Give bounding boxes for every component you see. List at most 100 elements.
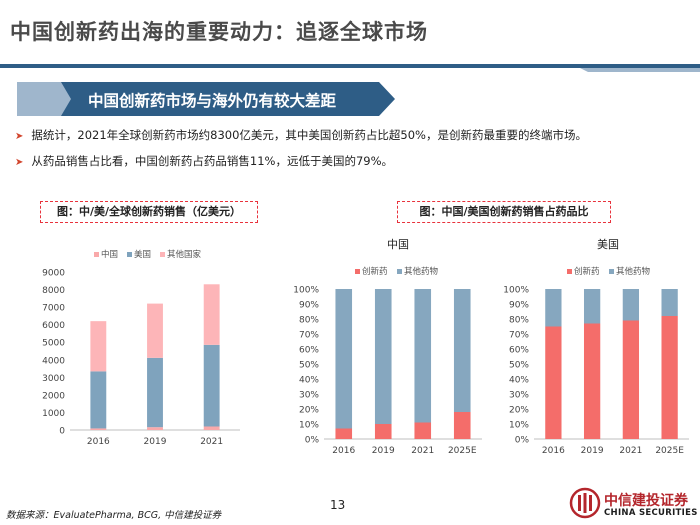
bar-其他国家-2021 (203, 284, 220, 345)
y-tick-label: 6000 (42, 321, 65, 331)
bar-其他药物-2025E (661, 289, 678, 316)
y-tick-label: 30% (299, 391, 319, 401)
bar-其他药物-2025E (453, 289, 471, 412)
bar-其他药物-2016 (335, 289, 353, 429)
bullet-2: ➤ 从药品销售占比看，中国创新药占药品销售11%，远低于美国的79%。 (15, 153, 393, 169)
section-banner-text: 中国创新药市场与海外仍有较大差距 (88, 92, 337, 110)
legend-swatch-中国 (94, 252, 99, 257)
y-tick-label: 20% (509, 406, 529, 416)
y-tick-label: 40% (509, 376, 529, 386)
y-tick-label: 100% (503, 286, 529, 296)
bar-美国-2019 (147, 357, 163, 428)
bar-美国-2021 (203, 344, 220, 427)
bullet-1: ➤ 据统计，2021年全球创新药市场约8300亿美元，其中美国创新药占比超50%，… (15, 127, 587, 143)
legend-swatch-其他国家 (160, 252, 165, 257)
y-tick-label: 50% (509, 361, 529, 371)
header-rule (0, 64, 700, 68)
y-tick-label: 80% (299, 316, 319, 326)
bar-中国-2019 (147, 427, 163, 430)
page-title: 中国创新药出海的重要动力：追逐全球市场 (10, 20, 428, 44)
y-tick-label: 100% (293, 286, 319, 296)
bar-创新药-2019 (583, 323, 601, 439)
arrow-bullet-icon: ➤ (15, 157, 24, 168)
legend-label-其他药物: 其他药物 (404, 266, 439, 277)
global-sales-chart: 0 1000 2000 3000 4000 5000 6000 7000 8000 9000 201… (42, 249, 240, 447)
x-tick-label: 2019 (372, 446, 395, 456)
bar-创新药-2016 (545, 326, 562, 439)
x-tick-label: 2016 (332, 446, 355, 456)
y-tick-label: 4000 (42, 356, 65, 366)
y-tick-label: 7000 (42, 304, 65, 314)
y-tick-label: 50% (299, 361, 319, 371)
bar-创新药-2021 (414, 422, 432, 439)
bar-创新药-2019 (374, 424, 392, 439)
bar-创新药-2025E (661, 316, 678, 439)
y-tick-label: 8000 (42, 286, 65, 296)
bar-其他药物-2021 (622, 289, 640, 321)
bar-创新药-2016 (335, 428, 353, 439)
bar-中国-2021 (203, 426, 220, 430)
data-source: 数据来源：EvaluatePharma, BCG, 中信建投证券 (6, 510, 222, 521)
y-tick-label: 1000 (42, 409, 65, 419)
section-banner (17, 82, 395, 116)
y-tick-label: 40% (299, 376, 319, 386)
legend-label-其他国家: 其他国家 (167, 249, 202, 260)
china-share-chart: 0% 10% 20% 30% 40% 50% 60% 70% 80% 90% 100% 2016 201… (293, 266, 482, 456)
y-tick-label: 70% (299, 331, 319, 341)
x-tick-label: 2019 (581, 446, 604, 456)
y-tick-label: 5000 (42, 339, 65, 349)
company-logo-icon (569, 487, 601, 519)
bar-其他药物-2021 (414, 289, 432, 423)
y-tick-label: 2000 (42, 391, 65, 401)
legend-label-中国: 中国 (101, 249, 118, 260)
y-tick-label: 0% (305, 436, 320, 446)
x-tick-label: 2016 (87, 437, 110, 447)
bar-其他国家-2016 (90, 321, 107, 372)
y-tick-label: 10% (299, 421, 319, 431)
x-tick-label: 2021 (411, 446, 434, 456)
legend-swatch-其他药物 (397, 269, 402, 274)
china-chart-title: 中国 (387, 238, 409, 251)
bullet-2-text: 从药品销售占比看，中国创新药占药品销售11%，远低于美国的79%。 (31, 154, 394, 168)
bar-美国-2016 (90, 371, 107, 429)
company-logo-en: CHINA SECURITIES (604, 508, 698, 518)
page-number: 13 (330, 498, 346, 512)
bullet-1-text: 据统计，2021年全球创新药市场约8300亿美元，其中美国创新药占比超50%，是… (31, 128, 587, 142)
x-tick-label: 2025E (448, 446, 477, 456)
x-tick-label: 2021 (619, 446, 642, 456)
x-tick-label: 2021 (200, 437, 223, 447)
y-tick-label: 0% (515, 436, 530, 446)
us-chart-title: 美国 (597, 238, 619, 251)
y-tick-label: 30% (509, 391, 529, 401)
bar-中国-2016 (90, 428, 107, 430)
y-tick-label: 3000 (42, 374, 65, 384)
y-tick-label: 60% (299, 346, 319, 356)
legend-label-美国: 美国 (134, 249, 151, 260)
y-tick-label: 60% (509, 346, 529, 356)
y-tick-label: 90% (299, 301, 319, 311)
bar-创新药-2021 (622, 320, 640, 439)
us-share-chart: 0% 10% 20% 30% 40% 50% 60% 70% 80% 90% 100% 2016 201… (503, 266, 689, 456)
y-tick-label: 20% (299, 406, 319, 416)
y-tick-label: 70% (509, 331, 529, 341)
header-arrow-decoration (570, 64, 700, 72)
bar-创新药-2025E (453, 412, 471, 439)
legend-swatch-创新药 (355, 269, 360, 274)
figure-label-left: 图：中/美/全球创新药销售（亿美元） (40, 201, 258, 223)
bar-其他药物-2019 (583, 289, 601, 324)
company-logo-cn: 中信建投证券 (604, 493, 688, 509)
legend-label-创新药: 创新药 (574, 266, 600, 277)
y-tick-label: 10% (509, 421, 529, 431)
legend-swatch-美国 (127, 252, 132, 257)
y-tick-label: 80% (509, 316, 529, 326)
y-tick-label: 90% (509, 301, 529, 311)
legend-swatch-创新药 (567, 269, 572, 274)
x-tick-label: 2025E (655, 446, 684, 456)
arrow-bullet-icon: ➤ (15, 131, 24, 142)
legend-label-创新药: 创新药 (362, 266, 388, 277)
figure-label-right: 图：中国/美国创新药销售占药品比 (397, 201, 611, 223)
x-tick-label: 2019 (144, 437, 167, 447)
y-tick-label: 9000 (42, 269, 65, 279)
bar-其他国家-2019 (147, 303, 163, 358)
legend-label-其他药物: 其他药物 (616, 266, 651, 277)
